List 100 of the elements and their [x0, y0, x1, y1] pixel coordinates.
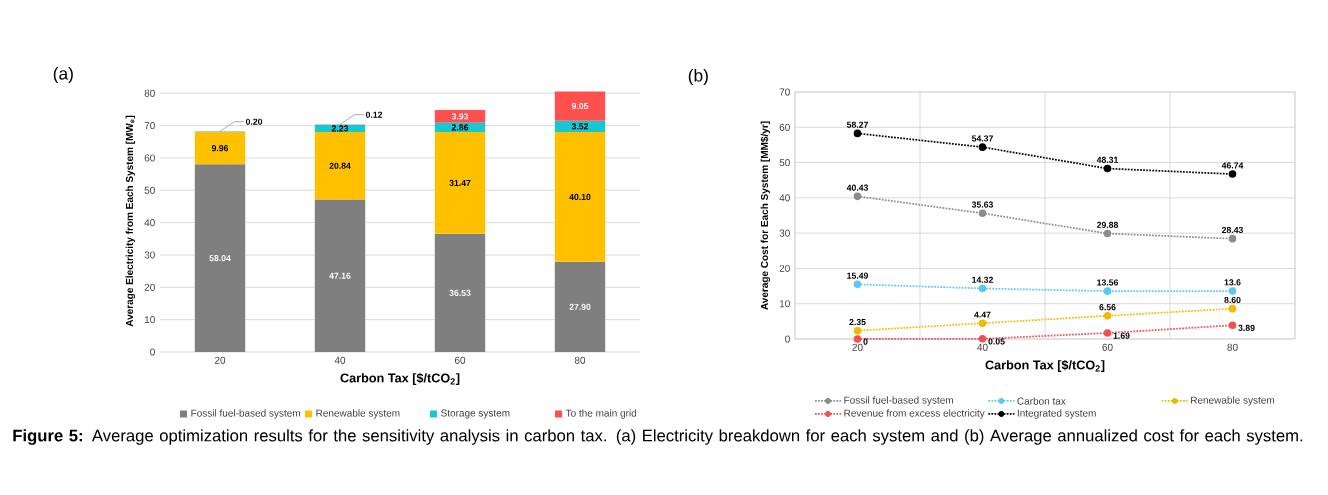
- data-label: 58.27: [846, 121, 868, 128]
- y-tick-label: 20: [779, 264, 790, 272]
- point: [1103, 312, 1112, 320]
- bar: [434, 233, 486, 352]
- data-label: 8.60: [1224, 296, 1241, 304]
- data-label: 13.6: [1224, 279, 1241, 286]
- data-label: 6.56: [1099, 304, 1116, 311]
- y-tick-label: 50: [779, 159, 790, 167]
- data-label: 4.47: [974, 311, 991, 318]
- data-label: 0: [863, 338, 868, 345]
- point: [1228, 234, 1237, 243]
- data-label: 3.93: [451, 113, 469, 120]
- bar: [554, 261, 606, 352]
- data-label: 0.12: [365, 111, 383, 118]
- x-axis-title: Carbon Tax [$/tCO$_{2}$]: [340, 372, 460, 385]
- data-label: 46.74: [1221, 162, 1244, 169]
- point: [1228, 304, 1237, 313]
- data-label: 20.84: [329, 162, 351, 169]
- y-axis-title: Average Cost for Each System [MM$/yr]: [760, 121, 771, 310]
- x-tick-label: 20: [852, 343, 863, 351]
- y-tick-label: 10: [144, 316, 155, 324]
- y-tick-label: 40: [144, 219, 155, 227]
- data-label: 2.35: [849, 318, 866, 326]
- point: [978, 209, 987, 218]
- data-label: 58.04: [209, 255, 231, 262]
- data-label: 31.47: [449, 179, 471, 187]
- x-tick-label: 40: [977, 343, 988, 351]
- x-tick-label: 20: [214, 356, 226, 364]
- bar: [314, 132, 366, 200]
- data-label: 0.20: [245, 118, 263, 125]
- x-tick-label: 60: [454, 356, 466, 364]
- point: [1228, 170, 1237, 178]
- data-label: 2.23: [331, 125, 349, 132]
- legend-label: Renewable system: [1191, 396, 1275, 406]
- data-label: 40.10: [569, 193, 591, 200]
- y-tick-label: 40: [779, 194, 790, 202]
- x-tick-label: 60: [1102, 343, 1113, 351]
- y-tick-label: 60: [144, 154, 155, 162]
- y-axis-title: Average Electricity from Each System [MW$_{e}$]: [125, 115, 136, 327]
- point: [978, 319, 987, 328]
- y-tick-label: 50: [144, 186, 155, 194]
- point: [853, 192, 862, 201]
- legend-label: Fossil fuel-based system: [844, 396, 953, 406]
- legend-label: Revenue from excess electricity: [844, 409, 985, 419]
- bar: [554, 132, 606, 262]
- point: [1103, 329, 1112, 337]
- point: [1228, 321, 1237, 330]
- x-axis-title: Carbon Tax [$/tCO$_{2}$]: [985, 359, 1105, 372]
- legend-label: Storage system: [441, 409, 510, 419]
- data-label: 13.56: [1097, 279, 1119, 286]
- point: [853, 129, 862, 138]
- data-label: 2.86: [451, 124, 469, 131]
- y-tick-label: 10: [779, 300, 790, 308]
- bar: [434, 110, 486, 123]
- y-tick-label: 80: [144, 89, 155, 97]
- data-label: 9.96: [211, 145, 229, 152]
- text: Figure 5: Average optimization results for the sensitivity analysis in carbon tax. (a) Electricity breakdown for each system and (b) Average annualized cost for each system.: [13, 429, 1303, 445]
- legend-label: Carbon tax: [1017, 397, 1066, 405]
- x-tick-label: 80: [574, 356, 586, 364]
- data-label: 35.63: [971, 201, 994, 208]
- data-label: 14.32: [972, 276, 993, 283]
- data-label: 15.49: [847, 272, 869, 279]
- bar: [554, 91, 606, 121]
- data-label: 28.43: [1221, 226, 1244, 234]
- legend-label: Renewable system: [316, 409, 400, 419]
- data-label: 0.05: [988, 338, 1005, 345]
- legend-label: Fossil fuel-based system: [191, 409, 300, 419]
- data-label: 1.69: [1113, 332, 1130, 339]
- legend-label: To the main grid: [565, 409, 637, 419]
- data-label: 29.88: [1096, 221, 1119, 228]
- point: [978, 284, 987, 293]
- point: [1103, 164, 1112, 173]
- data-label: 3.52: [571, 123, 589, 130]
- y-tick-label: 0: [150, 348, 155, 356]
- point: [1103, 229, 1112, 238]
- data-label: 47.16: [329, 272, 351, 279]
- bar: [434, 132, 486, 234]
- point: [978, 143, 987, 151]
- y-tick-label: 70: [144, 122, 155, 130]
- data-label: 27.90: [569, 303, 591, 310]
- y-tick-label: 20: [144, 283, 155, 291]
- point: [1103, 287, 1112, 295]
- chart-title: (a): [53, 66, 73, 84]
- y-tick-label: 70: [779, 88, 790, 96]
- data-label: 40.43: [846, 184, 869, 191]
- y-tick-label: 0: [785, 335, 790, 343]
- point: [853, 280, 862, 289]
- x-tick-label: 40: [334, 356, 346, 364]
- legend-label: Integrated system: [1017, 409, 1096, 419]
- data-label: 36.53: [449, 289, 471, 296]
- y-tick-label: 30: [779, 229, 790, 237]
- bar: [194, 164, 246, 352]
- bar: [314, 124, 366, 133]
- data-label: 3.89: [1238, 324, 1255, 332]
- chart-title: (b): [688, 68, 708, 86]
- data-label: 54.37: [971, 135, 993, 142]
- data-label: 9.05: [571, 102, 589, 110]
- bar: [314, 199, 366, 352]
- point: [1228, 287, 1237, 295]
- bar: [194, 132, 246, 165]
